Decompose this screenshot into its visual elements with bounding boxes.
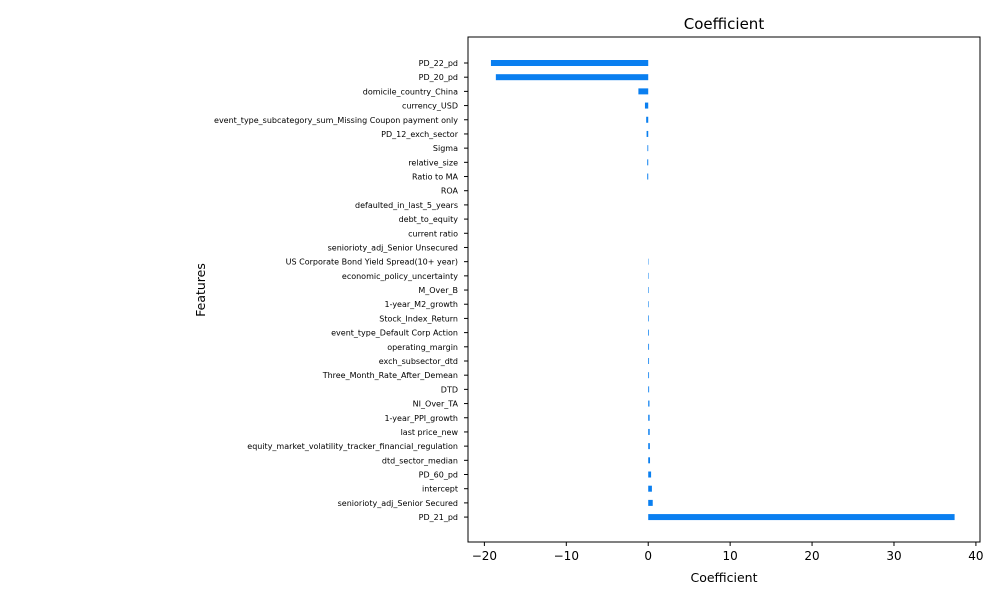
x-tick-label: 0: [644, 549, 652, 563]
bars-group: [490, 60, 955, 521]
y-tick-label: seniorioty_adj_Senior Secured: [338, 499, 458, 508]
bar-16: [648, 287, 649, 294]
bar-26: [648, 428, 650, 435]
y-tick-label: currency_USD: [402, 102, 458, 111]
x-tick-label: 20: [804, 549, 819, 563]
y-tick-label: ROA: [441, 187, 459, 196]
y-tick-label: PD_60_pd: [419, 471, 458, 480]
bar-8: [647, 173, 649, 180]
y-tick-label: current ratio: [408, 229, 458, 238]
bar-4: [646, 116, 649, 123]
y-tick-label: US Corporate Bond Yield Spread(10+ year): [286, 258, 458, 267]
y-tick-label: equity_market_volatility_tracker_financi…: [247, 442, 458, 451]
bar-29: [648, 471, 652, 478]
bar-31: [648, 499, 653, 506]
y-tick-label: DTD: [441, 385, 458, 394]
x-tick-label: −10: [554, 549, 579, 563]
y-tick-label: debt_to_equity: [399, 215, 459, 224]
bar-21: [648, 357, 650, 364]
y-tick-label: event_type_Default Corp Action: [331, 329, 458, 338]
y-tick-label: M_Over_B: [418, 286, 458, 295]
y-tick-label: last price_new: [401, 428, 459, 437]
y-tick-label: 1-year_M2_growth: [384, 300, 458, 309]
y-tick-label: Sigma: [433, 144, 458, 153]
y-tick-label: Three_Month_Rate_After_Demean: [322, 371, 458, 380]
y-tick-label: defaulted_in_last_5_years: [355, 201, 458, 210]
y-tick-label: seniorioty_adj_Senior Unsecured: [328, 243, 458, 252]
y-tick-label: intercept: [422, 485, 458, 494]
y-tick-label: operating_margin: [387, 343, 458, 352]
y-tick-label: Ratio to MA: [412, 173, 459, 182]
bar-0: [490, 60, 649, 66]
y-tick-label: economic_policy_uncertainty: [342, 272, 458, 281]
y-tick-label: relative_size: [408, 158, 458, 167]
y-tick-label: PD_12_exch_sector: [381, 130, 459, 139]
bar-18: [648, 315, 649, 322]
x-tick-label: 40: [968, 549, 983, 563]
y-tick-label: PD_21_pd: [419, 513, 458, 522]
chart-title: Coefficient: [684, 15, 765, 33]
y-tick-label: Stock_Index_Return: [379, 314, 458, 323]
bar-1: [495, 74, 649, 81]
bar-6: [647, 145, 649, 152]
plot-frame: [467, 36, 981, 543]
y-tick-label: dtd_sector_median: [382, 456, 458, 465]
y-tick-group: PD_22_pd PD_20_pd domicile_country_Chinacu…: [214, 59, 468, 522]
bar-30: [648, 485, 652, 492]
x-tick-label: 10: [723, 549, 738, 563]
bar-27: [648, 443, 650, 450]
y-axis-label: Features: [193, 263, 208, 317]
bar-25: [648, 414, 650, 421]
bar-28: [648, 457, 651, 464]
bar-24: [648, 400, 650, 407]
x-tick-group: −20 −10 0 10 20 30 40: [472, 542, 984, 563]
x-axis-label: Coefficient: [690, 570, 757, 585]
bar-5: [646, 130, 649, 137]
y-tick-label: 1-year_PPI_growth: [384, 414, 458, 423]
bar-17: [648, 301, 649, 308]
y-tick-label: PD_20_pd: [419, 73, 458, 82]
bar-7: [647, 159, 649, 166]
y-tick-label: domicile_country_China: [363, 87, 458, 96]
bar-22: [648, 372, 650, 379]
bar-2: [638, 88, 649, 95]
x-tick-label: 30: [886, 549, 901, 563]
y-tick-label: exch_subsector_dtd: [379, 357, 458, 366]
bar-23: [648, 386, 650, 393]
bar-19: [648, 329, 649, 336]
bar-3: [644, 102, 649, 109]
y-tick-label: event_type_subcategory_sum_Missing Coupo…: [214, 116, 458, 125]
y-tick-label: PD_22_pd: [419, 59, 458, 68]
bar-20: [648, 343, 650, 350]
bar-32: [648, 514, 955, 521]
y-tick-label: NI_Over_TA: [413, 400, 459, 409]
x-tick-label: −20: [472, 549, 497, 563]
